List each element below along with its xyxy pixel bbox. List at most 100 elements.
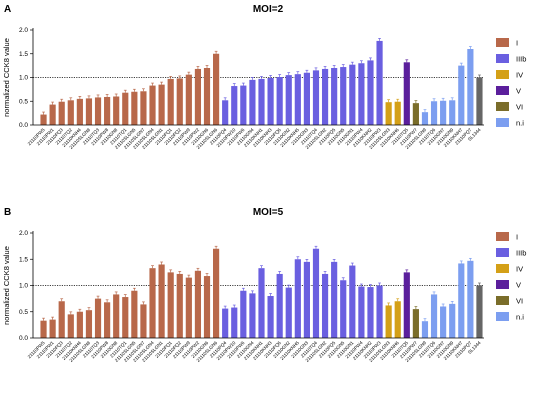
bar <box>394 101 401 125</box>
bar <box>249 293 256 338</box>
bar <box>222 308 229 338</box>
bar <box>458 263 465 338</box>
bar <box>167 272 174 338</box>
bar <box>131 91 138 125</box>
legend-swatch <box>496 248 509 257</box>
bar <box>421 321 429 338</box>
legend-swatch <box>496 312 509 321</box>
bar <box>440 100 447 125</box>
bar <box>321 273 329 338</box>
bar <box>412 309 419 338</box>
bar <box>76 311 83 338</box>
bar <box>249 79 256 125</box>
legend-swatch <box>496 38 509 47</box>
y-tick-label: 1.5 <box>19 51 28 58</box>
panel-title: MOI=2 <box>253 4 284 15</box>
bar <box>312 248 320 338</box>
y-tick-label: 1.5 <box>19 256 28 263</box>
bar <box>194 270 202 338</box>
legend: I IIIb IV V VI n.i <box>496 232 526 322</box>
bar <box>140 304 147 338</box>
bar <box>421 112 429 125</box>
bar <box>449 303 456 338</box>
bar <box>430 101 438 125</box>
y-tick-label: 1.0 <box>19 75 28 82</box>
y-tick-label: 0.5 <box>19 309 28 316</box>
legend-label: IIIb <box>516 249 526 258</box>
bar <box>167 78 174 125</box>
bar <box>303 72 310 125</box>
legend-swatch <box>496 86 509 95</box>
y-tick-label: 1.0 <box>19 283 28 290</box>
bar <box>40 320 47 338</box>
bar <box>294 74 301 125</box>
legend-swatch <box>496 102 509 111</box>
bar <box>104 302 111 338</box>
bar <box>294 259 301 338</box>
bar <box>185 74 192 125</box>
bar <box>321 68 329 125</box>
panel-a: A MOI=2 0.0 0.5 1.0 1.5 2.0 normalized CCK8 val… <box>2 4 526 150</box>
bar <box>203 276 211 338</box>
bar <box>231 307 238 338</box>
bar <box>267 77 274 125</box>
legend-label: I <box>516 39 518 48</box>
bar <box>376 40 383 125</box>
bar <box>367 287 374 338</box>
bar <box>149 268 156 338</box>
bar <box>276 77 283 125</box>
legend-swatch <box>496 54 509 63</box>
bar <box>67 100 74 125</box>
legend-label: VI <box>516 103 523 112</box>
bar <box>476 285 483 338</box>
legend-label: IV <box>516 265 523 274</box>
bar <box>340 280 347 338</box>
bar <box>85 310 93 338</box>
bar <box>358 286 365 338</box>
bar <box>94 298 102 338</box>
bar <box>285 75 292 125</box>
bar <box>240 290 247 338</box>
bar <box>158 84 165 125</box>
y-tick-label: 0.5 <box>19 98 28 105</box>
legend-label: n.i <box>516 119 524 128</box>
bar <box>467 260 474 338</box>
y-axis-label: normalized CCK8 value <box>2 38 11 117</box>
legend-label: V <box>516 87 521 96</box>
bar <box>376 285 383 338</box>
bar <box>385 305 392 338</box>
bar <box>349 265 356 338</box>
bar <box>449 100 456 125</box>
y-tick-label: 0.0 <box>19 122 28 129</box>
bar <box>430 294 438 338</box>
bar <box>340 67 347 125</box>
bar <box>331 261 338 338</box>
bar <box>149 85 156 125</box>
bar <box>203 68 211 125</box>
bar <box>276 273 283 338</box>
bar <box>122 92 129 125</box>
bar <box>40 114 47 125</box>
bar <box>467 49 474 125</box>
bar <box>49 104 56 125</box>
legend-label: n.i <box>516 313 524 322</box>
bar <box>403 62 410 125</box>
legend-swatch <box>496 280 509 289</box>
bar <box>440 306 447 338</box>
bar <box>476 77 483 125</box>
bar <box>58 101 65 125</box>
bar <box>176 78 183 125</box>
panel-letter: A <box>4 4 11 15</box>
legend-label: VI <box>516 297 523 306</box>
bar <box>349 64 356 125</box>
bar <box>331 68 338 125</box>
bar <box>240 85 247 125</box>
legend-swatch <box>496 296 509 305</box>
bar <box>385 102 392 125</box>
bar <box>258 268 265 338</box>
y-axis-label: normalized CCK8 value <box>2 246 11 325</box>
bar <box>67 314 74 338</box>
bar <box>104 96 111 125</box>
y-tick-label: 2.0 <box>19 27 28 34</box>
